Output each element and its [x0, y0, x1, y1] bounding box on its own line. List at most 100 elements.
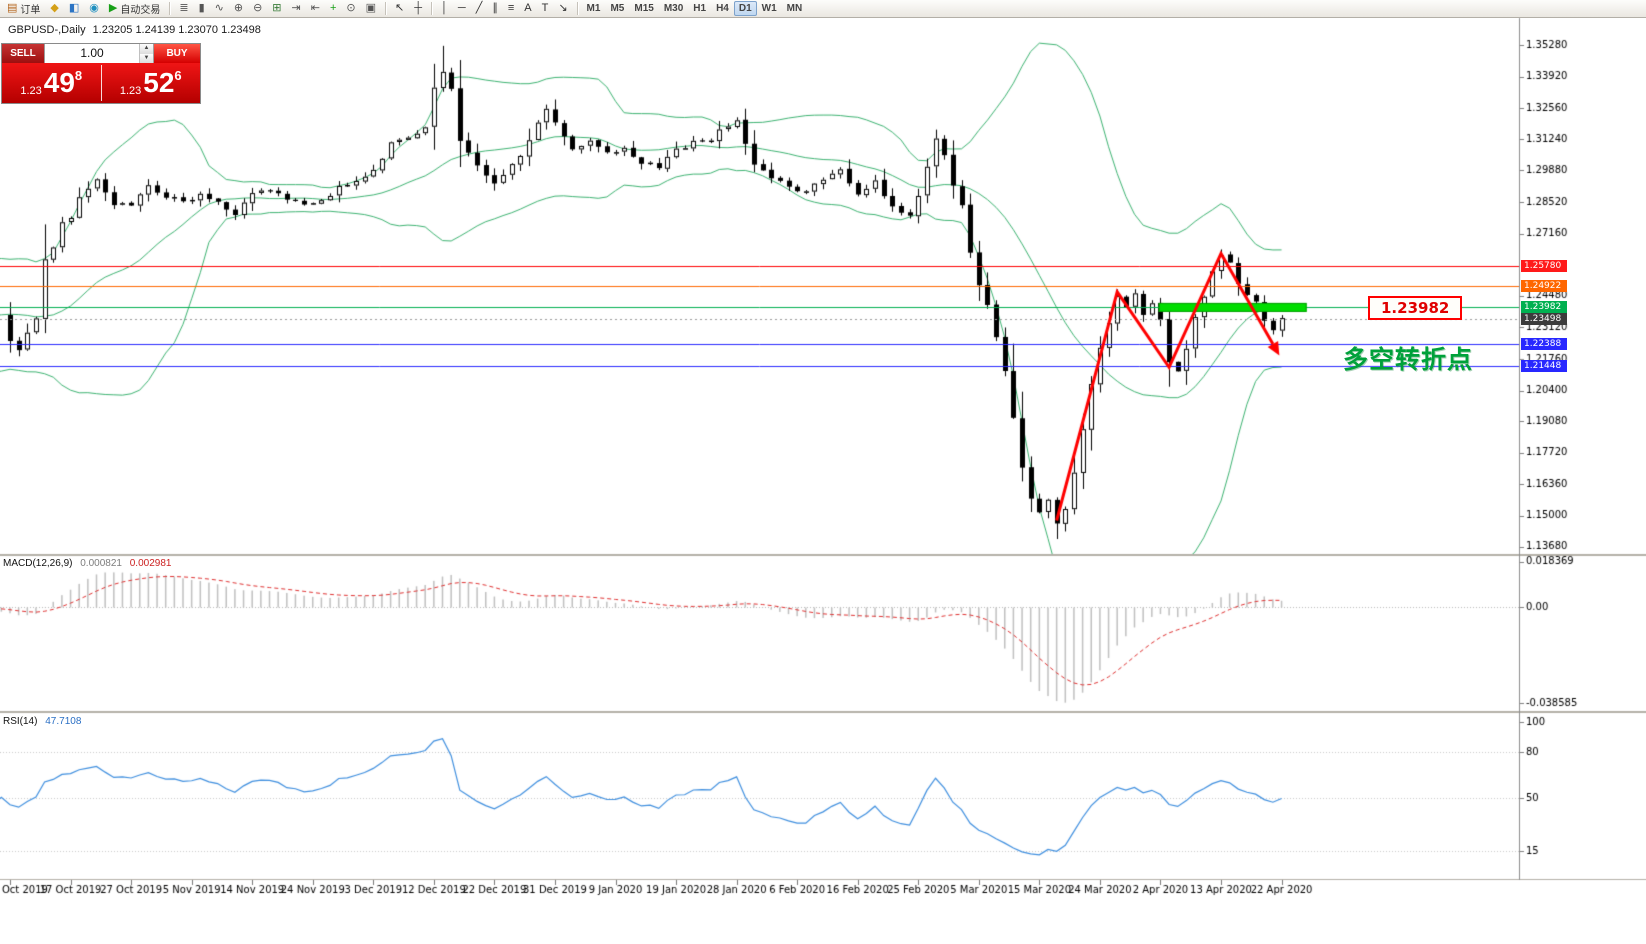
arrows-tool[interactable]: ↘	[553, 1, 572, 16]
new-order-button[interactable]: ▤ 订单	[2, 1, 45, 17]
bar-chart-mode-icon[interactable]: ≣	[174, 1, 193, 16]
text-tool[interactable]: A	[519, 1, 536, 16]
one-click-trading-panel: SELL 1.00 ▲ ▼ BUY 1.23 49 8 1.23 52 6	[2, 44, 200, 103]
zoom-in-icon-icon: ⊕	[233, 2, 244, 14]
horizontal-line-tool-icon: ─	[457, 2, 466, 14]
volume-value: 1.00	[80, 46, 104, 60]
templates-icon-icon: ▣	[365, 2, 377, 14]
timeframe-h1[interactable]: H1	[688, 1, 711, 16]
toolbar-separator	[169, 2, 171, 15]
toolbar-separator	[431, 2, 433, 15]
rsi-indicator-label: RSI(14) 47.7108	[3, 716, 81, 727]
indicators-add-icon[interactable]: +	[325, 1, 341, 16]
toolbar-separator	[576, 2, 578, 15]
macd-signal-value: 0.002981	[129, 558, 172, 569]
vertical-line-tool[interactable]: │	[436, 1, 453, 16]
timeframe-mn[interactable]: MN	[782, 1, 808, 16]
timeframe-h1-label: H1	[693, 3, 707, 14]
community-icon-icon: ◧	[68, 2, 80, 14]
autotrading-button-icon: ▶	[108, 2, 118, 14]
chart-title: GBPUSD-,Daily 1.23205 1.24139 1.23070 1.2…	[8, 24, 261, 36]
volume-up-icon[interactable]: ▲	[140, 44, 153, 54]
period-clock-icon[interactable]: ⊙	[341, 1, 360, 16]
line-chart-mode-icon-icon: ∿	[214, 2, 224, 14]
label-tool-icon: T	[541, 2, 549, 14]
period-clock-icon-icon: ⊙	[346, 2, 356, 14]
rsi-value: 47.7108	[45, 716, 82, 727]
sell-price-pipette: 8	[74, 68, 83, 83]
timeframe-m30-label: M30	[663, 3, 684, 14]
timeframe-m15[interactable]: M15	[629, 1, 658, 16]
buy-button[interactable]: BUY	[154, 44, 200, 63]
crosshair-tool-icon: ┼	[414, 2, 423, 14]
market-watch-icon[interactable]: ◆	[45, 1, 63, 16]
volume-down-icon[interactable]: ▼	[140, 53, 153, 63]
buy-price-display[interactable]: 1.23 52 6	[102, 63, 201, 103]
timeframe-m30[interactable]: M30	[659, 1, 688, 16]
zoom-in-icon[interactable]: ⊕	[229, 1, 248, 16]
timeframe-h4[interactable]: H4	[711, 1, 734, 16]
indicators-add-icon-icon: +	[329, 2, 337, 14]
chart-shift-icon[interactable]: ⇤	[306, 1, 325, 16]
trendline-tool[interactable]: ╱	[471, 1, 488, 16]
templates-icon[interactable]: ▣	[361, 1, 381, 16]
arrows-tool-icon: ↘	[558, 2, 568, 14]
timeframe-m5[interactable]: M5	[605, 1, 629, 16]
cursor-tool-icon: ↖	[395, 2, 405, 14]
symbol-period-label: GBPUSD-,Daily	[8, 24, 86, 36]
macd-title: MACD(12,26,9)	[3, 558, 73, 569]
timeframe-d1[interactable]: D1	[733, 1, 757, 16]
sell-price-main: 49	[43, 67, 75, 98]
help-icon-icon: ◉	[89, 2, 99, 14]
turning-point-note: 多空转折点	[1343, 346, 1474, 374]
channel-tool-icon: ∥	[492, 2, 498, 14]
sell-price-display[interactable]: 1.23 49 8	[2, 63, 101, 103]
toolbar-separator	[385, 2, 387, 15]
horizontal-line-tool[interactable]: ─	[453, 1, 471, 16]
timeframe-m1[interactable]: M1	[582, 1, 606, 16]
autotrading-button[interactable]: ▶ 自动交易	[104, 1, 165, 17]
macd-value: 0.000821	[80, 558, 122, 569]
auto-scroll-icon[interactable]: ⇥	[287, 1, 306, 16]
buy-price-main: 52	[143, 67, 175, 98]
timeframe-m1-label: M1	[586, 3, 601, 14]
macd-indicator-label: MACD(12,26,9) 0.000821 0.002981	[3, 558, 171, 569]
help-icon[interactable]: ◉	[84, 1, 104, 16]
new-order-button-label: 订单	[20, 5, 41, 16]
volume-spinner: ▲ ▼	[139, 44, 153, 63]
volume-input[interactable]: 1.00 ▲ ▼	[44, 44, 154, 63]
candlestick-mode-icon[interactable]: ▮	[194, 1, 210, 16]
fibonacci-tool-icon: ≡	[507, 2, 515, 14]
tile-windows-icon[interactable]: ⊞	[267, 1, 286, 16]
crosshair-tool[interactable]: ┼	[409, 1, 427, 16]
market-watch-icon-icon: ◆	[50, 2, 59, 14]
price-callout[interactable]: 1.23982	[1368, 296, 1463, 320]
zoom-out-icon-icon: ⊖	[253, 2, 263, 14]
fibonacci-tool[interactable]: ≡	[503, 1, 519, 16]
text-tool-icon: A	[524, 2, 532, 14]
timeframe-m5-label: M5	[610, 3, 625, 14]
timeframe-w1[interactable]: W1	[757, 1, 782, 16]
channel-tool[interactable]: ∥	[487, 1, 503, 16]
line-chart-mode-icon[interactable]: ∿	[210, 1, 229, 16]
timeframe-d1-label: D1	[738, 3, 752, 14]
autotrading-button-label: 自动交易	[120, 5, 161, 16]
vertical-line-tool-icon: │	[441, 2, 448, 14]
rsi-title: RSI(14)	[3, 716, 38, 727]
timeframe-mn-label: MN	[786, 3, 803, 14]
sell-button[interactable]: SELL	[2, 44, 44, 63]
price-divider	[100, 65, 102, 101]
label-tool[interactable]: T	[537, 1, 554, 16]
zoom-out-icon[interactable]: ⊖	[248, 1, 267, 16]
buy-price-pipette: 6	[174, 68, 182, 83]
timeframe-w1-label: W1	[761, 3, 777, 14]
community-icon[interactable]: ◧	[64, 1, 84, 16]
tile-windows-icon-icon: ⊞	[272, 2, 282, 14]
candlestick-mode-icon-icon: ▮	[198, 2, 205, 14]
auto-scroll-icon-icon: ⇥	[291, 2, 301, 14]
toolbar: ▤ 订单 ◆ ◧ ◉ ▶ 自动交易 ≣ ▮ ∿ ⊕ ⊖ ⊞ ⇥ ⇤ + ⊙ ▣ ↖ ┼ │ ─ ╱ ∥ ≡ A T ↘ M1 M5 M15 M…	[0, 0, 1646, 18]
cursor-tool[interactable]: ↖	[390, 1, 409, 16]
timeframe-m15-label: M15	[634, 3, 654, 14]
